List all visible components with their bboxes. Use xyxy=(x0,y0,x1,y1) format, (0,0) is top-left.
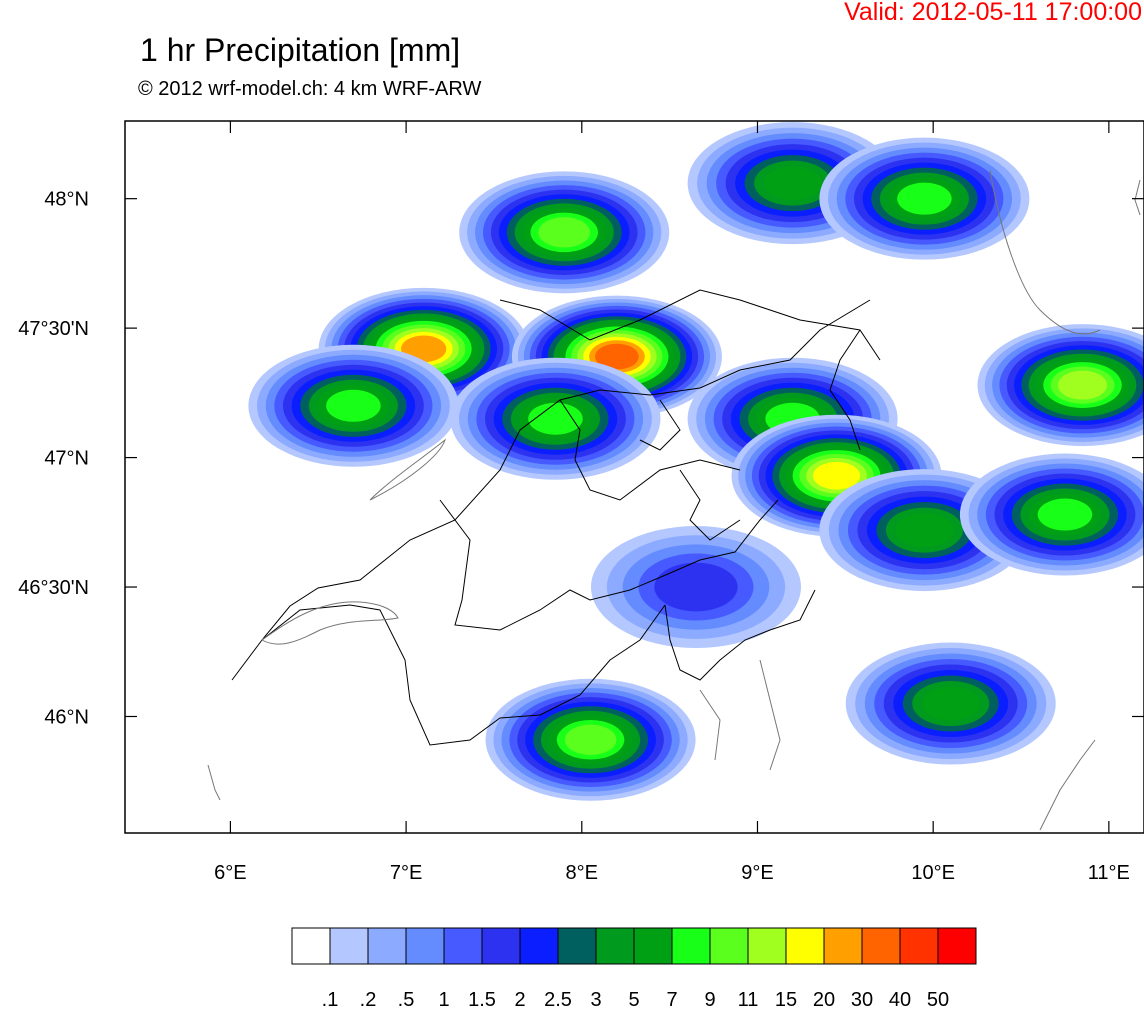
colorbar-box xyxy=(557,927,597,965)
axis-labels: 6°E 7°E 8°E 9°E 10°E 11°E 48°N 47°30'N 47°N 46°30… xyxy=(18,189,1130,884)
colorbar-box xyxy=(329,927,369,965)
lon-tick-label: 11°E xyxy=(1088,862,1130,884)
plot-frame xyxy=(124,120,1144,834)
colorbar-label: 15 xyxy=(775,989,797,1011)
lakes-coastlines xyxy=(207,169,1141,831)
precip-cell xyxy=(450,357,661,480)
plot-area xyxy=(207,122,1144,831)
colorbar-label: 5 xyxy=(628,989,639,1011)
colorbar-box xyxy=(405,927,445,965)
precipitation-field xyxy=(248,122,1144,801)
axis-ticks xyxy=(125,121,1144,833)
precip-cell xyxy=(977,324,1144,447)
colorbar-box xyxy=(709,927,749,965)
colorbar-label: 40 xyxy=(889,989,911,1011)
precip-contour xyxy=(595,343,639,370)
colorbar-label: 7 xyxy=(666,989,677,1011)
lon-tick-label: 10°E xyxy=(911,862,955,884)
colorbar-box xyxy=(861,927,901,965)
colorbar-label: 9 xyxy=(704,989,715,1011)
colorbar-label: 2 xyxy=(514,989,525,1011)
precip-contour xyxy=(763,166,822,201)
precip-cell xyxy=(459,171,670,294)
lat-tick-label: 48°N xyxy=(44,189,89,211)
colorbar: .1 .2 .5 1 1.5 2 2.5 3 5 7 9 11 15 20 30 40 50 xyxy=(291,927,977,1011)
colorbar-label: .1 xyxy=(322,989,339,1011)
lat-tick-label: 46°30'N xyxy=(18,577,89,599)
colorbar-box xyxy=(481,927,521,965)
lon-tick-label: 6°E xyxy=(214,862,246,884)
precip-contour xyxy=(654,562,738,612)
colorbar-label: .5 xyxy=(398,989,415,1011)
colorbar-box xyxy=(519,927,559,965)
precip-cell xyxy=(485,678,696,801)
precip-contour xyxy=(1057,370,1108,400)
lat-tick-label: 46°N xyxy=(44,706,89,728)
precip-contour xyxy=(528,402,583,435)
lon-tick-label: 9°E xyxy=(741,862,773,884)
precip-cell xyxy=(590,526,801,649)
precip-contour xyxy=(812,461,861,490)
colorbar-label: 1.5 xyxy=(468,989,496,1011)
precip-cell xyxy=(845,642,1056,765)
colorbar-box xyxy=(443,927,483,965)
precip-contour xyxy=(564,724,617,755)
colorbar-label: 2.5 xyxy=(544,989,572,1011)
colorbar-box xyxy=(595,927,635,965)
map-subtitle: © 2012 wrf-model.ch: 4 km WRF-ARW xyxy=(138,78,482,100)
colorbar-box xyxy=(937,927,977,965)
precip-contour xyxy=(897,182,952,215)
precip-contour xyxy=(895,513,954,548)
colorbar-label: 3 xyxy=(590,989,601,1011)
colorbar-label: 1 xyxy=(438,989,449,1011)
lat-tick-label: 47°N xyxy=(44,448,89,470)
precip-contour xyxy=(538,217,591,248)
colorbar-box xyxy=(367,927,407,965)
colorbar-label: 20 xyxy=(813,989,835,1011)
precip-cell xyxy=(248,344,459,467)
precip-cell xyxy=(819,137,1030,260)
colorbar-box xyxy=(291,927,331,965)
colorbar-label: 50 xyxy=(927,989,949,1011)
colorbar-box xyxy=(823,927,863,965)
colorbar-box xyxy=(785,927,825,965)
colorbar-label: .2 xyxy=(360,989,377,1011)
valid-time: Valid: 2012-05-11 17:00:00 xyxy=(844,0,1142,26)
colorbar-box xyxy=(899,927,939,965)
precip-contour xyxy=(1037,498,1093,531)
precip-contour xyxy=(326,389,381,422)
precip-cell xyxy=(959,453,1144,576)
lon-tick-label: 7°E xyxy=(390,862,422,884)
colorbar-box xyxy=(633,927,673,965)
map-title: 1 hr Precipitation [mm] xyxy=(140,32,461,68)
lon-tick-label: 8°E xyxy=(566,862,598,884)
colorbar-box xyxy=(671,927,711,965)
lat-tick-label: 47°30'N xyxy=(18,318,89,340)
precip-contour xyxy=(921,686,980,721)
colorbar-box xyxy=(747,927,787,965)
colorbar-label: 11 xyxy=(738,989,759,1011)
colorbar-label: 30 xyxy=(851,989,873,1011)
country-borders xyxy=(231,289,881,746)
